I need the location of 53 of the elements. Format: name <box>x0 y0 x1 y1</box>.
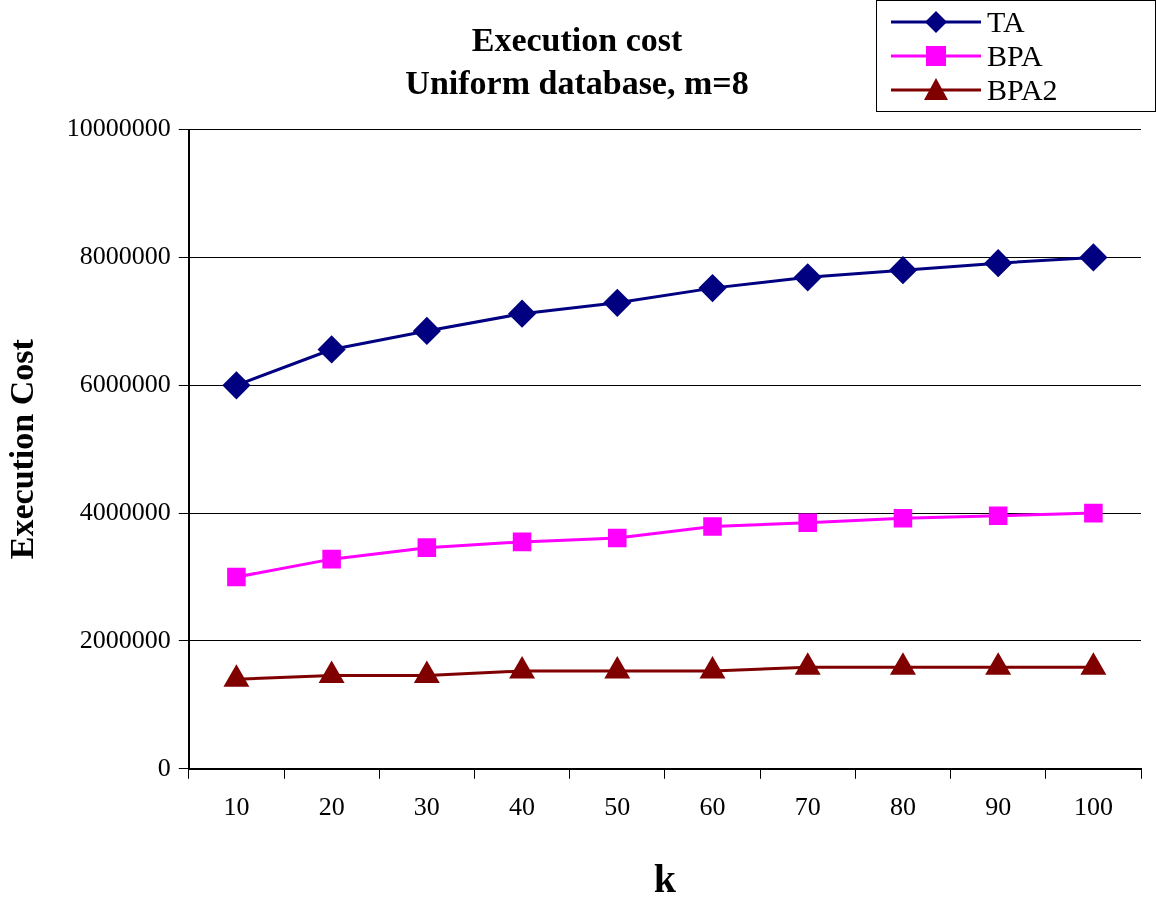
point <box>798 513 818 532</box>
x-tick-label: 50 <box>604 792 631 822</box>
point <box>319 661 344 683</box>
point <box>986 653 1011 675</box>
point <box>318 335 346 363</box>
point <box>988 506 1008 525</box>
point <box>703 517 722 536</box>
chart-subtitle: Uniform database, m=8 <box>405 63 749 101</box>
x-tick-label: 40 <box>509 792 536 822</box>
point <box>512 532 532 552</box>
y-tick-label: 0 <box>157 752 171 782</box>
legend-label: TA <box>987 5 1025 39</box>
point <box>699 274 727 302</box>
point <box>1084 503 1103 523</box>
point <box>224 665 249 687</box>
chart-title: Execution cost <box>471 21 683 59</box>
x-tick-label: 70 <box>794 792 821 822</box>
point <box>893 508 913 528</box>
point <box>417 538 437 557</box>
x-tick-label: 60 <box>699 792 726 822</box>
point <box>700 657 725 679</box>
point <box>608 528 627 548</box>
x-tick-label: 30 <box>413 792 440 822</box>
point <box>1079 243 1107 271</box>
point <box>605 657 630 679</box>
legend-label: BPA <box>987 39 1043 73</box>
point <box>508 300 536 328</box>
x-axis-title: k <box>653 856 677 902</box>
point <box>795 653 820 675</box>
point <box>603 289 631 317</box>
point <box>1081 653 1106 675</box>
y-tick-label: 8000000 <box>79 241 171 271</box>
y-tick-label: 6000000 <box>79 369 171 399</box>
y-tick-label: 4000000 <box>79 496 171 526</box>
x-tick-label: 20 <box>318 792 345 822</box>
point <box>227 567 246 587</box>
x-tick-label: 90 <box>985 792 1012 822</box>
point <box>413 317 441 345</box>
y-axis-title: Execution Cost <box>3 338 41 560</box>
x-tick-label: 10 <box>223 792 250 822</box>
point <box>889 256 917 284</box>
point <box>510 657 534 679</box>
x-tick-label: 80 <box>889 792 916 822</box>
point <box>222 371 250 399</box>
point <box>414 661 439 683</box>
point <box>891 653 915 675</box>
y-tick-label: 2000000 <box>79 624 171 654</box>
legend-label: BPA2 <box>987 73 1058 107</box>
x-tick-label: 100 <box>1073 792 1113 822</box>
point <box>984 249 1012 277</box>
point <box>794 263 822 291</box>
y-tick-label: 10000000 <box>66 113 171 143</box>
point <box>322 549 341 569</box>
